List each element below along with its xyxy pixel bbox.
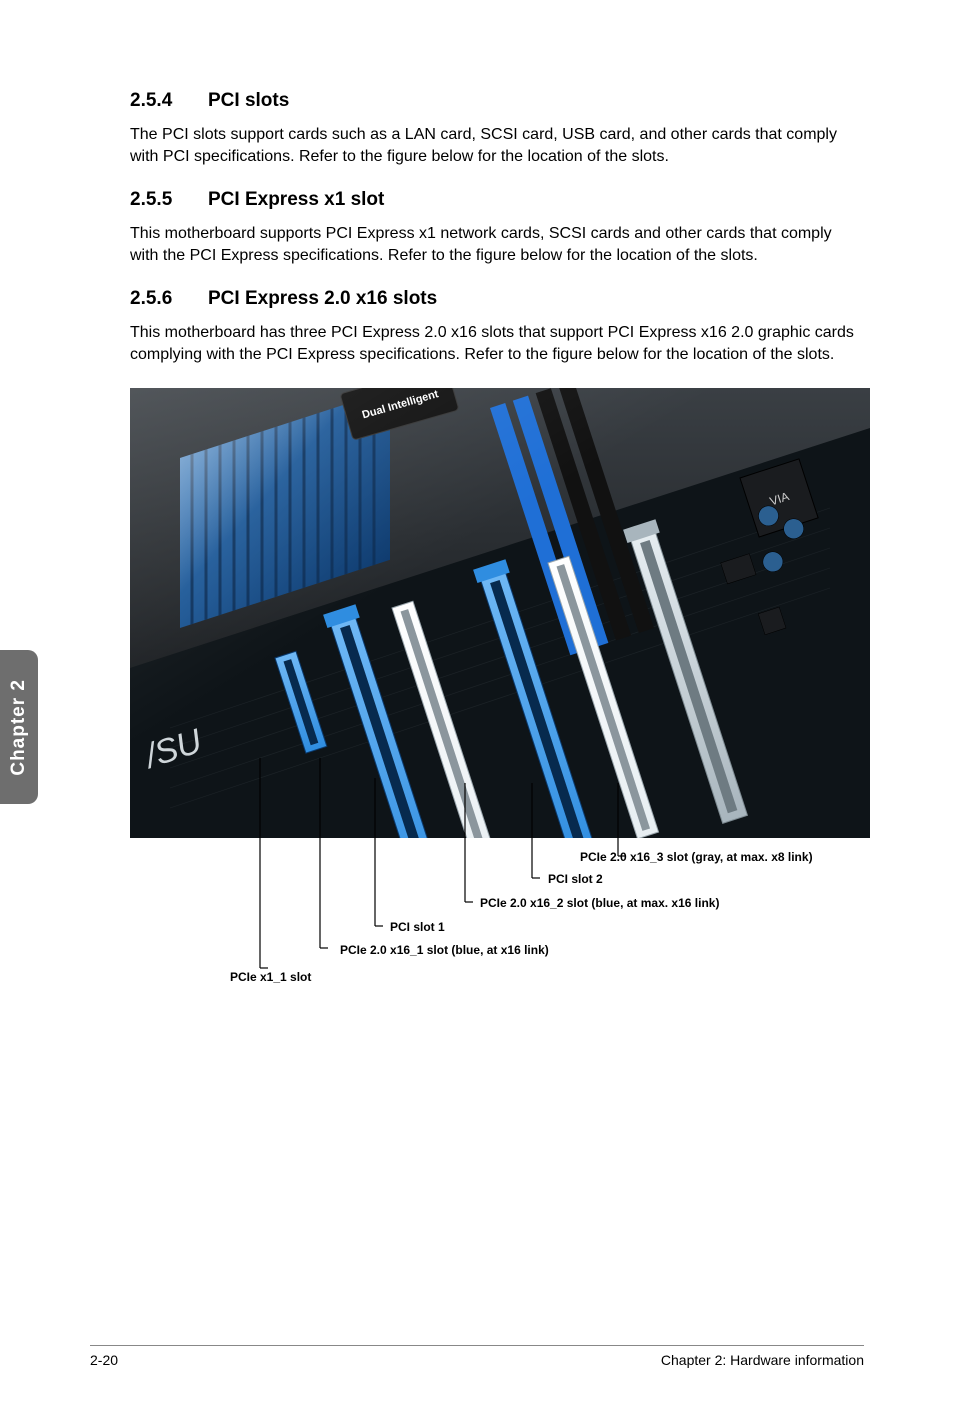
callout-pcie-x16-3: PCIe 2.0 x16_3 slot (gray, at max. x8 li… <box>580 850 813 864</box>
callout-pcie-x16-1: PCIe 2.0 x16_1 slot (blue, at x16 link) <box>340 943 549 957</box>
section-body-2: This motherboard supports PCI Express x1… <box>130 223 864 266</box>
callout-pci-1: PCI slot 1 <box>390 920 445 934</box>
section-title: PCI slots <box>208 90 289 111</box>
section-number: 2.5.4 <box>130 90 208 112</box>
footer-page-number: 2-20 <box>90 1352 118 1368</box>
footer-chapter-title: Chapter 2: Hardware information <box>661 1352 864 1368</box>
motherboard-figure: Dual Intelligent VIA <box>130 388 870 1008</box>
section-body-1: The PCI slots support cards such as a LA… <box>130 124 864 167</box>
callout-pcie-x1: PCIe x1_1 slot <box>230 970 311 984</box>
section-number: 2.5.5 <box>130 189 208 211</box>
motherboard-photo: Dual Intelligent VIA <box>130 388 870 838</box>
callout-pcie-x16-2: PCIe 2.0 x16_2 slot (blue, at max. x16 l… <box>480 896 719 910</box>
section-heading-3: 2.5.6PCI Express 2.0 x16 slots <box>130 288 864 310</box>
section-heading-1: 2.5.4PCI slots <box>130 90 864 112</box>
page-footer: 2-20 Chapter 2: Hardware information <box>90 1345 864 1368</box>
section-heading-2: 2.5.5PCI Express x1 slot <box>130 189 864 211</box>
chapter-tab: Chapter 2 <box>0 650 38 804</box>
chapter-tab-label: Chapter 2 <box>8 679 30 776</box>
section-number: 2.5.6 <box>130 288 208 310</box>
section-title: PCI Express 2.0 x16 slots <box>208 288 437 309</box>
section-title: PCI Express x1 slot <box>208 189 384 210</box>
callout-pci-2: PCI slot 2 <box>548 872 603 886</box>
section-body-3: This motherboard has three PCI Express 2… <box>130 322 864 365</box>
